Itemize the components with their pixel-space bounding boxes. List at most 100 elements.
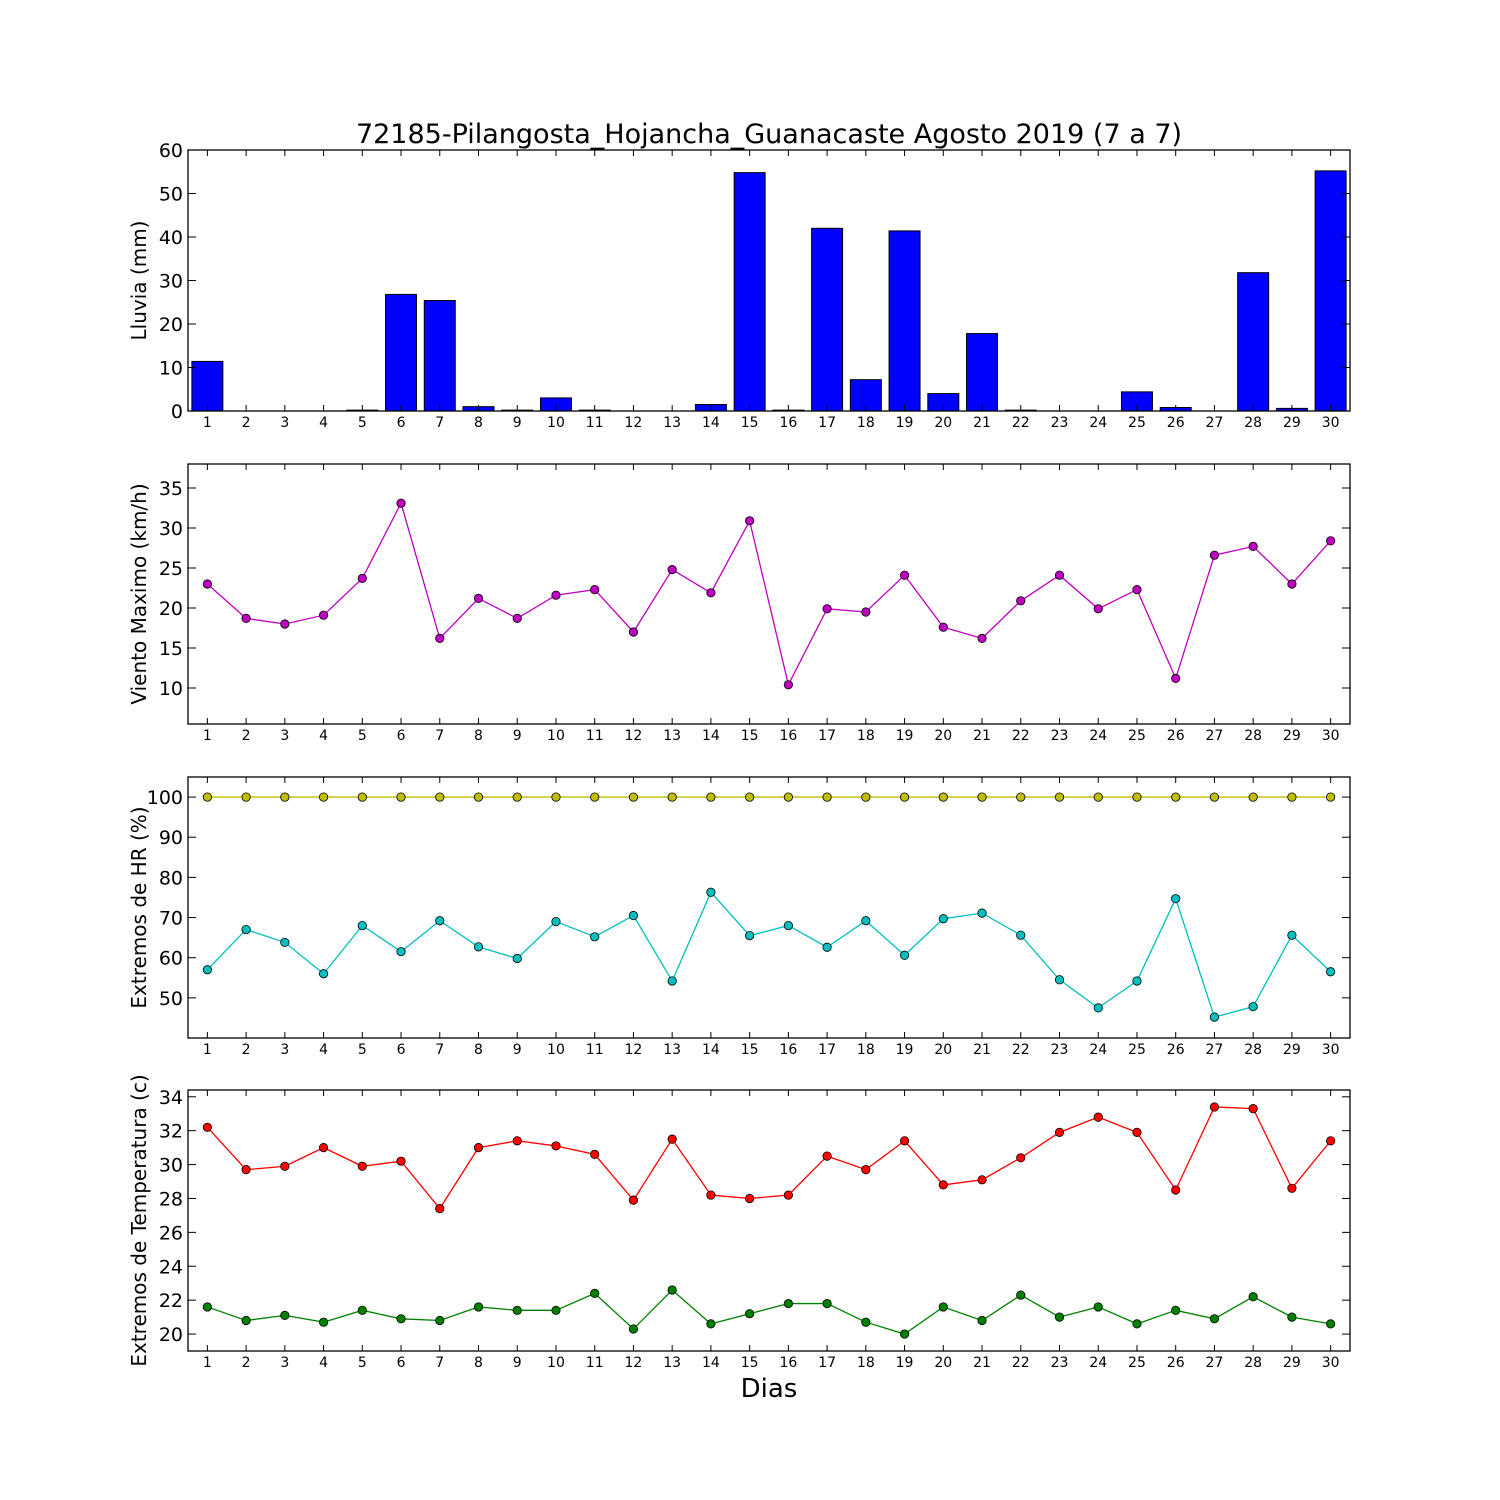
viento-series-0-point-27 [1209,550,1220,560]
humedad-series-0-point-25 [1132,792,1142,802]
viento-ytick-label-25: 25 [159,558,183,580]
viento-xtick-label-26: 26 [1167,728,1185,744]
humedad-xtick-label-26: 26 [1167,1042,1185,1058]
humedad-ytick-label-80: 80 [159,867,183,889]
humedad-series-1-point-16 [783,920,793,931]
humedad-xtick-label-23: 23 [1051,1042,1069,1058]
x-axis-label: Dias [741,1374,798,1404]
temperatura-series-1-point-28 [1248,1292,1258,1302]
temperatura-series-1-point-24 [1093,1302,1103,1312]
temperatura-series-1-point-11 [590,1288,600,1298]
temperatura-xtick-label-17: 17 [818,1355,836,1371]
humedad-series-1-point-8 [473,942,484,952]
temperatura-xtick-label-13: 13 [663,1355,681,1371]
humedad-series-0-point-24 [1093,792,1103,802]
temperatura-series-1-point-13 [667,1285,677,1295]
humedad-series-0-point-18 [861,792,871,802]
lluvia-xtick-label-18: 18 [857,415,875,431]
temperatura-series-0-point-17 [822,1151,832,1161]
lluvia-xtick-label-30: 30 [1322,415,1340,431]
lluvia-bar-19 [888,230,921,412]
temperatura-ytick-label-32: 32 [159,1121,183,1143]
lluvia-ytick-label-60: 60 [159,140,183,162]
humedad-series-1-point-29 [1287,930,1297,940]
viento-xtick-label-22: 22 [1012,728,1030,744]
temperatura-xtick-label-8: 8 [474,1355,483,1371]
temperatura-series-1-point-26 [1171,1305,1181,1315]
lluvia-xtick-label-12: 12 [625,415,643,431]
lluvia-xtick-label-25: 25 [1128,415,1146,431]
temperatura-series-0-point-29 [1287,1183,1297,1193]
humedad-series-0-point-30 [1326,792,1336,802]
temperatura-xtick-label-5: 5 [358,1355,367,1371]
temperatura-series-0-point-18 [861,1165,871,1175]
humedad-series-1-point-27 [1209,1012,1220,1022]
humedad-series-1-point-5 [357,920,367,931]
viento-xtick-label-29: 29 [1283,728,1301,744]
viento-xtick-label-15: 15 [741,728,759,744]
lluvia-bar-6 [385,293,418,412]
humedad-xtick-label-8: 8 [474,1042,483,1058]
temperatura-xtick-label-22: 22 [1012,1355,1030,1371]
humedad-series-0-point-14 [706,792,716,802]
humedad-ytick-label-100: 100 [147,787,183,809]
humedad-ytick-label-90: 90 [159,827,183,849]
humedad-xtick-label-19: 19 [896,1042,914,1058]
viento-xtick-label-18: 18 [857,728,875,744]
viento-series-0-point-16 [783,680,793,690]
humedad-series-0-point-10 [551,792,561,802]
temperatura-series-0-point-30 [1326,1136,1336,1146]
humedad-series-0-point-2 [241,792,251,802]
lluvia-xtick-label-24: 24 [1089,415,1107,431]
viento-series-0-point-4 [318,610,329,620]
viento-xtick-label-25: 25 [1128,728,1146,744]
humedad-axes-frame [187,776,1351,1039]
lluvia-ytick-label-50: 50 [159,184,183,206]
lluvia-ytick-label-20: 20 [159,314,183,336]
humedad-series-1-point-9 [512,953,522,964]
humedad-series-1-line [206,891,1332,1018]
lluvia-ytick-label-0: 0 [171,401,183,423]
temperatura-series-0-point-16 [783,1190,793,1200]
lluvia-ytick-label-10: 10 [159,358,183,380]
temperatura-series-1-line [207,1289,1331,1335]
lluvia-xtick-label-26: 26 [1167,415,1185,431]
viento-series-0-point-28 [1248,541,1258,552]
lluvia-axes-frame [187,149,1351,412]
temperatura-series-1-point-25 [1132,1319,1142,1329]
temperatura-xtick-label-26: 26 [1167,1355,1185,1371]
lluvia-xtick-label-15: 15 [741,415,759,431]
humedad-xtick-label-5: 5 [358,1042,367,1058]
humedad-series-0-point-21 [977,792,987,802]
viento-xtick-label-19: 19 [896,728,914,744]
temperatura-series-0-point-14 [706,1190,716,1200]
lluvia-xtick-label-22: 22 [1012,415,1030,431]
temperatura-xtick-label-2: 2 [242,1355,251,1371]
temperatura-xtick-label-16: 16 [779,1355,797,1371]
viento-series-0-line [206,501,1332,687]
viento-series-0-point-21 [977,633,987,644]
temperatura-xtick-label-18: 18 [857,1355,875,1371]
humedad-xtick-label-29: 29 [1283,1042,1301,1058]
temperatura-series-0-point-5 [357,1161,367,1171]
humedad-xtick-label-9: 9 [513,1042,522,1058]
viento-xtick-label-16: 16 [779,728,797,744]
temperatura-series-0-point-21 [977,1175,987,1185]
temperatura-series-0-point-1 [202,1122,212,1132]
viento-series-0-point-8 [473,593,484,604]
viento-ytick-label-35: 35 [159,478,183,500]
temperatura-xtick-label-28: 28 [1244,1355,1262,1371]
temperatura-series-0-point-3 [280,1161,290,1171]
humedad-xtick-label-30: 30 [1322,1042,1340,1058]
viento-xtick-label-10: 10 [547,728,565,744]
viento-series-0-point-13 [667,564,677,575]
lluvia-xtick-label-6: 6 [397,415,406,431]
humedad-xtick-label-12: 12 [625,1042,643,1058]
humedad-xtick-label-11: 11 [586,1042,604,1058]
chart-panels: 1 2 3 4 5 6 7 8 9 10 11 12 13 14 15 16 17 18 19 20 21 22 23 24 2… [127,140,1351,1371]
temperatura-xtick-label-7: 7 [435,1355,444,1371]
humedad-series-0-point-23 [1054,792,1065,802]
viento-series-0-point-17 [822,604,832,614]
viento-series-0-point-15 [745,516,755,526]
temperatura-series-1-point-6 [396,1314,406,1324]
